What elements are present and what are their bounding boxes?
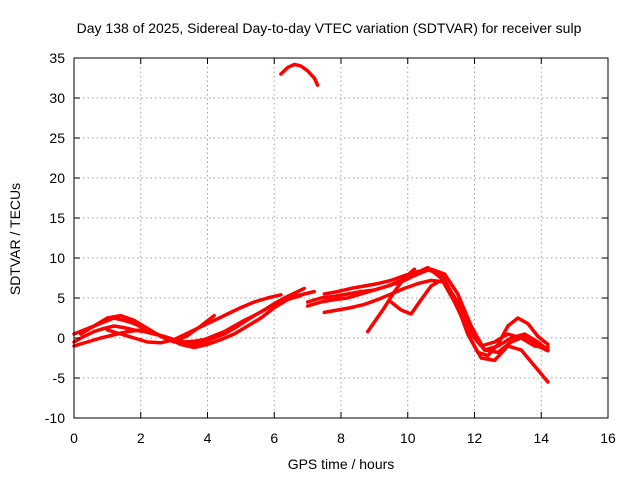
x-tick-label: 4 [204, 430, 212, 446]
x-tick-label: 0 [70, 430, 78, 446]
y-tick-label: 20 [49, 170, 65, 186]
series-s7 [305, 268, 550, 384]
series-s8 [305, 265, 550, 350]
x-tick-label: 6 [270, 430, 278, 446]
y-tick-label: -5 [53, 370, 66, 386]
y-tick-label: 5 [57, 290, 65, 306]
series-s6 [279, 62, 320, 87]
x-tick-label: 2 [137, 430, 145, 446]
series-s12 [389, 278, 443, 316]
x-tick-label: 8 [337, 430, 345, 446]
x-tick-label: 14 [533, 430, 549, 446]
grid [74, 58, 608, 418]
x-axis-label: GPS time / hours [288, 456, 395, 472]
y-axis-label: SDTVAR / TECUs [7, 183, 23, 295]
x-tick-label: 12 [467, 430, 483, 446]
y-tick-label: 35 [49, 50, 65, 66]
chart-title: Day 138 of 2025, Sidereal Day-to-day VTE… [77, 20, 582, 36]
series-s10 [322, 267, 550, 355]
y-tick-label: 0 [57, 330, 65, 346]
x-tick-label: 16 [600, 430, 616, 446]
series-s13 [456, 304, 550, 358]
series-s11 [365, 267, 417, 334]
series-s3 [72, 293, 303, 350]
y-tick-label: 15 [49, 210, 65, 226]
y-tick-label: 25 [49, 130, 65, 146]
y-tick-label: 10 [49, 250, 65, 266]
y-tick-label: -10 [45, 410, 65, 426]
series-s5 [105, 293, 283, 345]
data-series [72, 62, 550, 384]
axis-ticks: 0 2 4 6 8 10 12 14 16 -10 -5 0 5 10 15 20 25 30 35 [45, 50, 616, 446]
y-tick-label: 30 [49, 90, 65, 106]
x-tick-label: 10 [400, 430, 416, 446]
